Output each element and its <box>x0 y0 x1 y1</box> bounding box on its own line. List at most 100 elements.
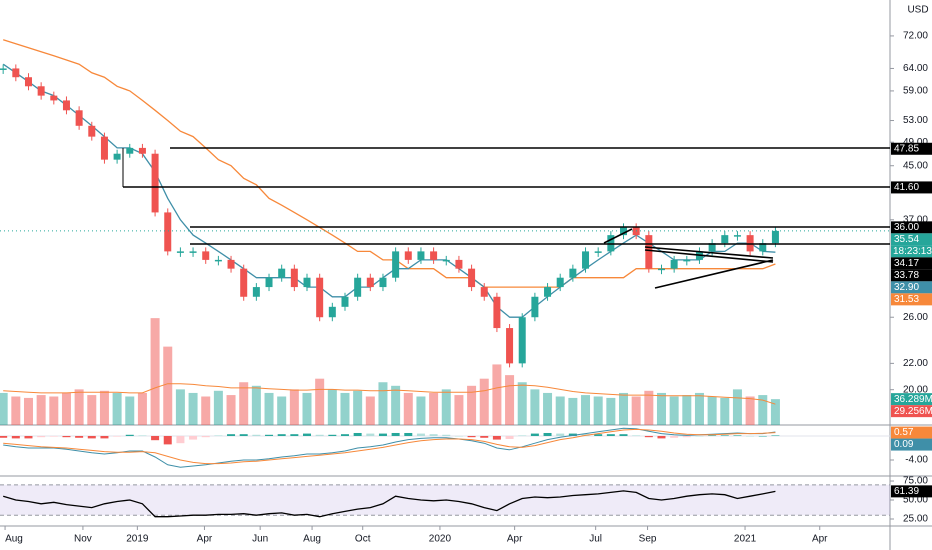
volume-bar <box>732 389 742 425</box>
candle-body <box>404 251 412 260</box>
x-tick-label: Aug <box>5 534 23 545</box>
currency-label: USD <box>907 5 928 16</box>
macd-histogram-bar <box>505 435 514 439</box>
macd-histogram-bar <box>366 433 375 436</box>
price-tag <box>891 405 932 418</box>
volume-bar <box>365 396 375 425</box>
volume-bar <box>125 396 135 425</box>
y-tick-label: 49.00 <box>903 137 928 148</box>
macd-line <box>3 427 776 468</box>
macd-histogram-bar <box>708 435 717 436</box>
macd-histogram-bar <box>201 435 210 438</box>
volume-bar <box>479 378 489 425</box>
y-tick-label: 59.00 <box>903 86 928 97</box>
candle-body <box>683 259 691 262</box>
volume-bar <box>87 395 97 425</box>
macd-histogram-bar <box>657 435 666 439</box>
candle-body <box>12 68 20 78</box>
volume-bar <box>353 390 363 425</box>
candle-body <box>278 268 286 278</box>
macd-histogram-bar <box>75 435 84 438</box>
volume-bar <box>454 395 464 425</box>
volume-bar <box>137 392 147 425</box>
macd-histogram-bar <box>454 435 463 437</box>
volume-bar <box>277 396 287 425</box>
price-tag <box>891 485 932 498</box>
volume-bar <box>517 382 527 425</box>
volume-bar <box>631 396 641 425</box>
volume-bar <box>239 382 249 425</box>
macd-histogram-bar <box>189 435 198 440</box>
candle-body <box>151 153 159 213</box>
volume-bar <box>505 375 515 425</box>
candle-body <box>316 277 324 318</box>
volume-bar <box>99 390 109 425</box>
y-tick-label: 26.00 <box>903 312 928 323</box>
candle-body <box>100 136 108 160</box>
candle-body <box>176 251 184 253</box>
price-tag-label: 61.39 <box>894 486 919 497</box>
volume-bar <box>707 396 717 425</box>
candle-body <box>227 259 235 269</box>
price-tag <box>891 269 932 282</box>
volume-bar <box>150 318 160 425</box>
candle-body <box>518 317 526 364</box>
macd-histogram-bar <box>277 434 286 436</box>
volume-bar <box>289 389 299 425</box>
macd-histogram-bar <box>682 435 691 438</box>
y-tick-label: 25.00 <box>903 514 928 525</box>
price-tag <box>891 426 932 439</box>
x-tick-label: 2021 <box>734 534 757 545</box>
trendline <box>644 246 774 259</box>
volume-bar <box>656 392 666 425</box>
volume-bar <box>36 395 46 425</box>
macd-histogram-bar <box>378 433 387 436</box>
candle-body <box>569 268 577 278</box>
trendline <box>644 249 774 263</box>
y-tick-label: 45.00 <box>903 160 928 171</box>
macd-histogram-bar <box>429 434 438 436</box>
macd-histogram-bar <box>113 435 122 437</box>
macd-histogram-bar <box>340 434 349 436</box>
macd-histogram-bar <box>11 435 20 439</box>
macd-histogram-bar <box>24 435 33 439</box>
price-tag <box>891 438 932 451</box>
price-tag-label: 34.17 <box>894 258 919 269</box>
macd-histogram-bar <box>746 435 755 437</box>
volume-bar <box>315 378 325 425</box>
candle-body <box>721 235 729 244</box>
macd-histogram-bar <box>252 434 261 436</box>
y-tick-label: 22.00 <box>903 358 928 369</box>
candle-body <box>531 296 539 318</box>
x-tick-label: Apr <box>812 534 828 545</box>
x-tick-label: Apr <box>507 534 523 545</box>
candle-body <box>126 147 134 154</box>
macd-histogram-bar <box>480 435 489 438</box>
price-tag-label: 31.53 <box>894 294 919 305</box>
candle-body <box>442 259 450 262</box>
candle-body <box>708 243 716 252</box>
price-tag <box>891 281 932 294</box>
candle-body <box>468 268 476 288</box>
macd-histogram-bar <box>163 435 172 445</box>
volume-bar <box>378 382 388 425</box>
candle-body <box>430 251 438 260</box>
volume-bar <box>682 395 692 425</box>
price-tag <box>891 257 932 270</box>
volume-bar <box>340 392 350 425</box>
macd-histogram-bar <box>151 435 160 441</box>
trendline <box>654 259 774 289</box>
candle-body <box>379 277 387 288</box>
price-tag-label: 47.85 <box>894 143 919 154</box>
y-tick-label: 20.00 <box>903 384 928 395</box>
macd-histogram-bar <box>518 435 527 436</box>
candle-body <box>582 251 590 269</box>
macd-histogram-bar <box>391 432 400 436</box>
macd-histogram-bar <box>37 435 46 438</box>
volume-bar <box>758 395 768 425</box>
price-tag-label: 35.54 <box>894 234 919 245</box>
price-tag <box>891 293 932 306</box>
macd-histogram-bar <box>290 434 299 436</box>
